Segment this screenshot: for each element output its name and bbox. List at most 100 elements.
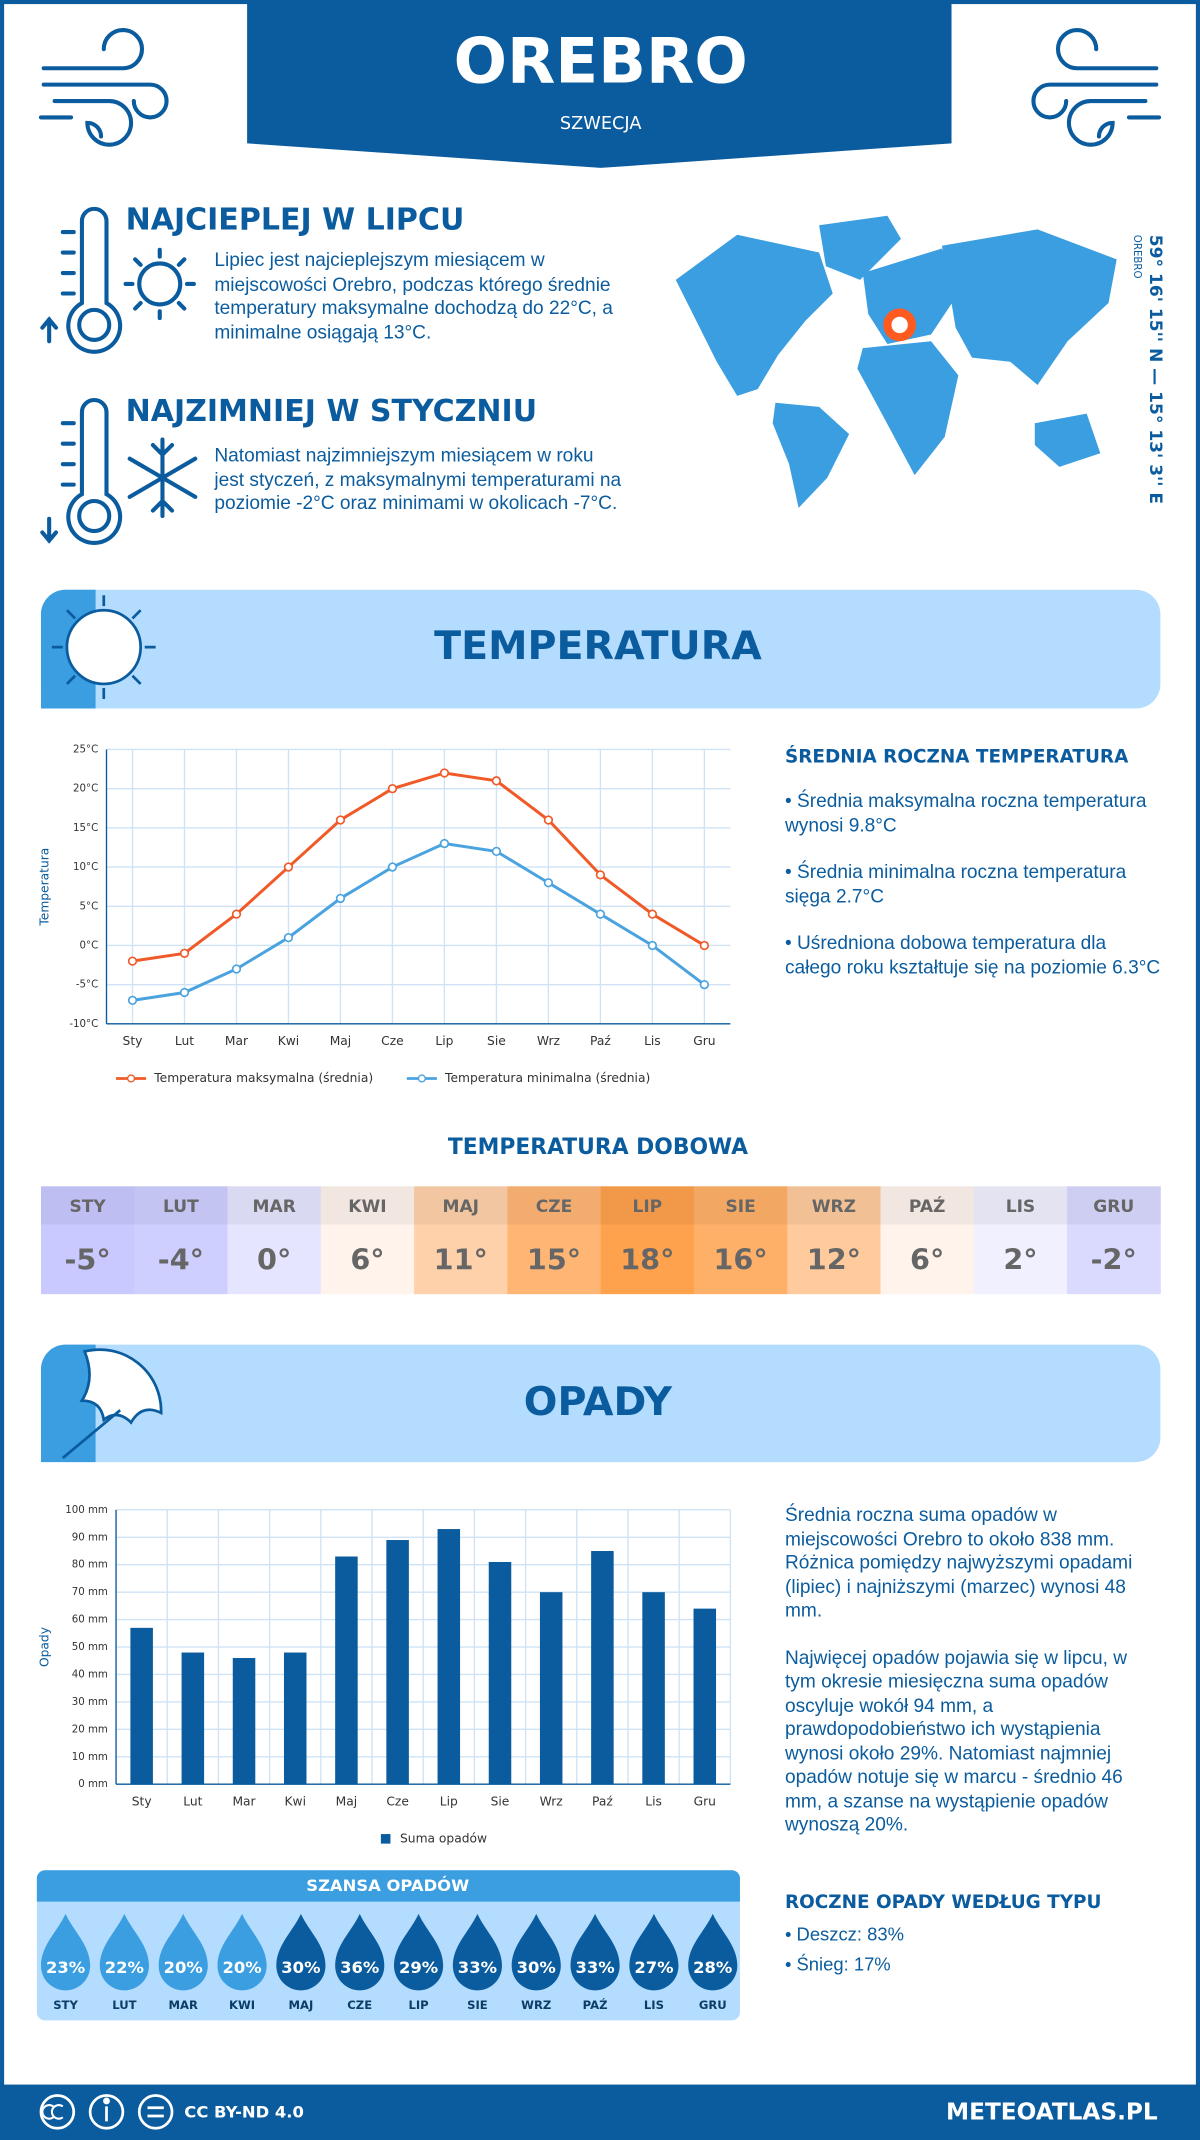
y-tick-label: 25°C: [73, 744, 98, 755]
month-label: PAŹ: [909, 1195, 945, 1217]
drop: [511, 1913, 561, 1991]
point: [491, 776, 502, 786]
x-tick-label: Kwi: [284, 1794, 305, 1808]
x-tick-label: Mar: [225, 1034, 249, 1048]
bar: [591, 1551, 614, 1785]
temperature-value: -4°: [158, 1242, 204, 1276]
point: [335, 893, 346, 904]
point: [543, 815, 554, 825]
chance-month: LIP: [408, 1998, 429, 2012]
month-label: STY: [69, 1197, 106, 1217]
month-header-shade: [40, 1186, 135, 1225]
y-tick-label: -5°C: [76, 980, 98, 991]
month-label: SIE: [725, 1197, 755, 1217]
month-label: MAR: [253, 1197, 296, 1217]
point: [335, 815, 346, 825]
month-cell: [787, 1186, 881, 1295]
weather-icons: [40, 206, 198, 545]
daily-title: TEMPERATURA DOBOWA: [448, 1135, 748, 1160]
stats-item: • Uśredniona dobowa temperatura dla całe…: [784, 931, 1161, 977]
x-tick-label: Mar: [232, 1794, 256, 1808]
map-label: OREBRO: [1131, 235, 1142, 279]
bar: [693, 1608, 717, 1785]
warmest-text-box: Lipiec jest najcieplejszym miesiącem w m…: [214, 248, 613, 342]
month-label: GRU: [1093, 1197, 1134, 1217]
temperature-value: 6°: [910, 1242, 944, 1276]
drop: [276, 1913, 326, 1991]
temperature-value: 12°: [807, 1242, 861, 1276]
bar: [488, 1561, 512, 1785]
point: [439, 838, 450, 849]
y-tick-label: -10°C: [69, 1019, 98, 1030]
temperature-value: 18°: [620, 1242, 674, 1276]
chance-month: STY: [53, 1998, 78, 2012]
legend-label: Suma opadów: [400, 1831, 487, 1845]
drop: [217, 1913, 267, 1991]
month-header-shade: [973, 1186, 1068, 1225]
bar: [642, 1592, 665, 1785]
temperature-value: 0°: [257, 1242, 291, 1276]
y-tick-label: 70 mm: [72, 1587, 108, 1598]
x-tick-label: Wrz: [540, 1794, 563, 1808]
month-cell: [973, 1186, 1068, 1295]
y-tick-label: 80 mm: [72, 1560, 108, 1571]
month-label: LIS: [1006, 1197, 1035, 1217]
location-marker-dot: [891, 316, 908, 334]
month-label: LIP: [632, 1197, 662, 1217]
chance-month: LUT: [112, 1998, 136, 2012]
drop: [99, 1913, 149, 1991]
y-tick-label: 10°C: [73, 862, 98, 873]
x-tick-label: Maj: [336, 1794, 358, 1808]
band-accent: [40, 1344, 96, 1463]
type-item: • Deszcz: 83%: [785, 1924, 904, 1945]
drop: [452, 1913, 502, 1991]
chance-drops: 23% STY 22% LUT 20% MAR 20% KWI 30% MAJ 36% CZE 29% L…: [40, 1913, 738, 2012]
temperature-value: 11°: [434, 1242, 488, 1276]
x-tick-label: Cze: [381, 1034, 404, 1048]
stats-item: • Średnia minimalna roczna temperatura s…: [784, 860, 1127, 906]
temperature-value: 6°: [350, 1242, 384, 1276]
x-tick-label: Lis: [645, 1794, 662, 1808]
chance-month: GRU: [699, 1998, 727, 2012]
bar: [437, 1529, 461, 1785]
city-title: OREBRO: [454, 25, 748, 98]
chance-value: 23%: [46, 1958, 85, 1977]
bar: [130, 1627, 153, 1785]
point: [127, 995, 138, 1005]
month-label: KWI: [348, 1197, 386, 1217]
bar: [232, 1658, 256, 1785]
chance-value: 20%: [164, 1958, 203, 1977]
chance-value: 27%: [634, 1958, 673, 1977]
wind-icon: [38, 28, 1162, 147]
drop: [158, 1913, 208, 1991]
x-tick-label: Maj: [330, 1034, 352, 1048]
y-tick-label: 15°C: [73, 823, 98, 834]
section-band: [40, 589, 1161, 709]
license: CC BY-ND 4.0: [184, 2103, 304, 2122]
x-tick-label: Gru: [694, 1794, 716, 1808]
point: [491, 846, 502, 857]
warmest-title: NAJCIEPLEJ W LIPCU: [126, 203, 465, 238]
bar: [539, 1592, 563, 1785]
legend-label: Temperatura minimalna (średnia): [444, 1071, 650, 1085]
temperature-value: 2°: [1003, 1242, 1037, 1276]
stats-item: • Średnia maksymalna roczna temperatura …: [784, 789, 1147, 835]
x-tick-label: Lip: [440, 1794, 458, 1808]
section-band: [40, 1344, 1161, 1463]
chance-month: SIE: [467, 1998, 488, 2012]
month-header-shade: [320, 1186, 415, 1225]
point: [231, 964, 242, 974]
chance-value: 33%: [575, 1958, 614, 1977]
y-tick-label: 100 mm: [65, 1505, 108, 1516]
point: [387, 784, 398, 794]
point: [387, 862, 398, 872]
drop: [393, 1913, 444, 1991]
point: [699, 940, 710, 951]
point: [699, 980, 710, 990]
chance-header: [36, 1870, 740, 1902]
temperature-value: 16°: [714, 1242, 768, 1276]
chance-value: 30%: [281, 1958, 320, 1977]
chance-month: MAR: [169, 1998, 199, 2012]
month-cell: [507, 1186, 602, 1295]
